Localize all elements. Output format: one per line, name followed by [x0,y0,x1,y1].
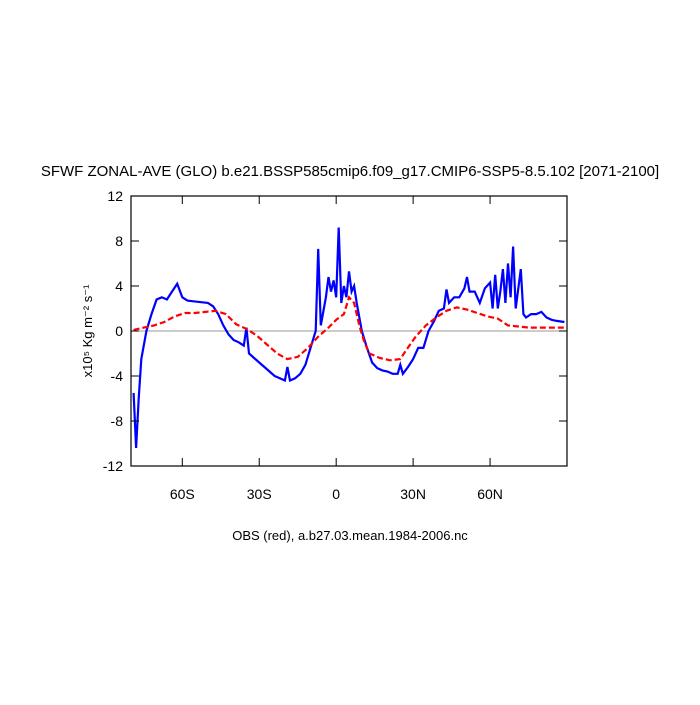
x-tick-label: 0 [332,486,340,502]
data-line [133,295,565,362]
y-tick-label: 8 [115,233,123,249]
y-tick-label: 4 [115,278,123,294]
data-line [132,227,565,449]
y-tick-label: 0 [115,323,123,339]
annotation: OBS (red), a.b27.03.mean.1984-2006.nc [232,528,468,543]
chart-title: SFWF ZONAL-AVE (GLO) b.e21.BSSP585cmip6.… [41,163,659,180]
x-tick-label: 60N [477,486,503,502]
x-tick-label: 30S [247,486,272,502]
y-tick-label: -12 [103,458,123,474]
x-tick-label: 30N [400,486,426,502]
x-tick-label: 60S [170,486,195,502]
y-tick-label: -8 [111,413,124,429]
y-tick-label: 12 [107,188,123,204]
y-tick-label: -4 [111,368,124,384]
y-axis-label: x10⁵ Kg m⁻² s⁻¹ [80,284,95,377]
